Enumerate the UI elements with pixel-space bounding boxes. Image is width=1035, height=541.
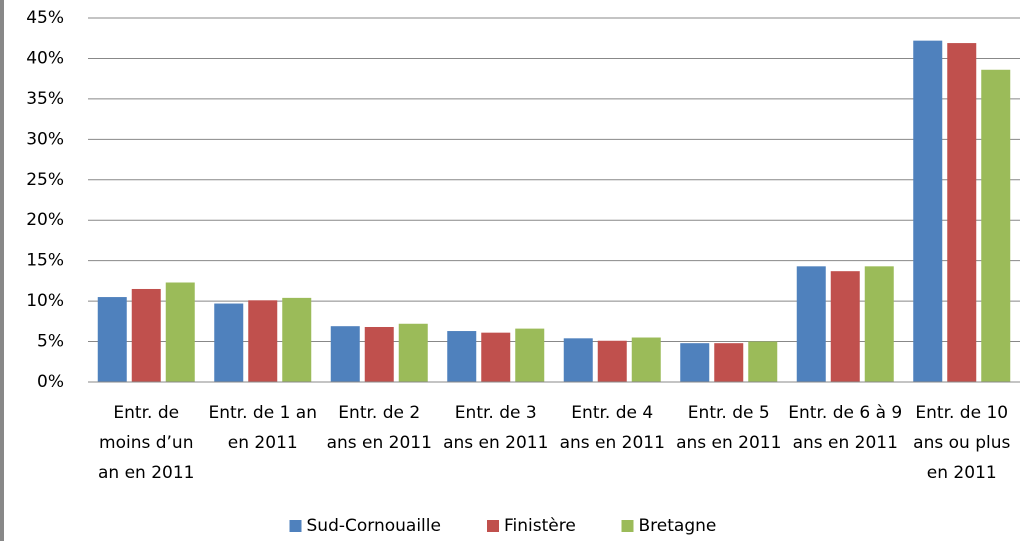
y-tick-label: 40% (26, 48, 64, 68)
x-tick-label: Entr. de 5 ans en 2011 (676, 403, 782, 453)
bar (330, 326, 360, 382)
y-tick-label: 5% (37, 332, 64, 352)
bar (214, 303, 244, 382)
x-tick-label: Entr. de 1 an en 2011 (208, 403, 317, 453)
bar (913, 40, 943, 382)
bar (447, 331, 477, 382)
legend-label: Bretagne (639, 516, 717, 536)
bar (680, 343, 710, 382)
x-tick-label: Entr. de 2 ans en 2011 (326, 403, 432, 453)
legend-swatch (289, 520, 302, 532)
y-tick-label: 25% (26, 170, 64, 190)
bar (714, 343, 744, 382)
bar (515, 328, 545, 382)
legend-swatch (621, 520, 634, 532)
bar (947, 43, 977, 382)
legend-label: Sud-Cornouaille (307, 516, 441, 536)
bar (248, 300, 278, 382)
bar (748, 341, 778, 382)
y-tick-label: 10% (26, 291, 64, 311)
bar (597, 340, 627, 382)
x-tick-label: Entr. de 10 ans ou plus en 2011 (913, 403, 1011, 483)
x-tick-label: Entr. de 3 ans en 2011 (443, 403, 549, 453)
bar (864, 266, 894, 382)
bar (830, 271, 860, 382)
y-tick-label: 15% (26, 251, 64, 271)
y-tick-label: 0% (37, 372, 64, 392)
left-border (0, 0, 4, 541)
bar (398, 323, 428, 382)
legend-swatch (487, 520, 499, 532)
y-tick-label: 35% (26, 89, 64, 109)
bar (631, 337, 661, 382)
y-tick-label: 45% (26, 8, 64, 28)
bar (481, 332, 511, 382)
x-tick-label: Entr. de 6 à 9 ans en 2011 (788, 403, 903, 453)
bar (97, 297, 127, 382)
bar (796, 266, 826, 382)
bar (131, 288, 161, 382)
bar (981, 69, 1011, 382)
bar (165, 282, 195, 382)
legend-label: Finistère (504, 516, 576, 536)
bar (563, 338, 593, 382)
bar (364, 326, 394, 382)
y-tick-label: 30% (26, 129, 64, 149)
y-tick-label: 20% (26, 210, 64, 230)
bar (282, 297, 312, 382)
x-tick-label: Entr. de 4 ans en 2011 (559, 403, 665, 453)
x-tick-label: Entr. de moins d’un an en 2011 (98, 403, 195, 483)
